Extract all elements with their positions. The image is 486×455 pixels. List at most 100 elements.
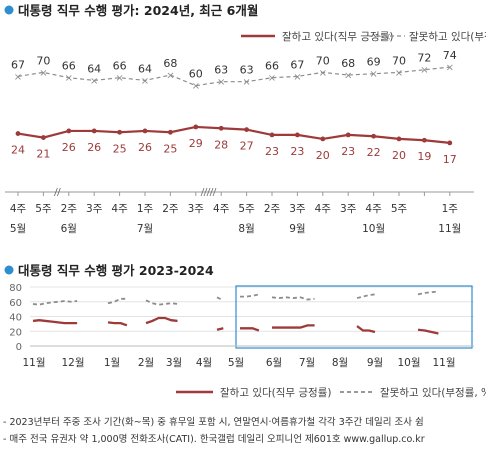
chart1-week-label: 5주 <box>35 203 52 215</box>
negative-data-label: 70 <box>36 54 50 67</box>
negative-point-marker: × <box>141 76 149 87</box>
negative-data-label: 67 <box>290 58 304 71</box>
title-bullet-icon <box>4 5 14 15</box>
negative-point-marker: × <box>319 68 327 79</box>
positive-data-label: 19 <box>417 150 431 163</box>
positive-point-marker <box>345 132 351 138</box>
positive-point-marker <box>244 127 250 132</box>
chart2-positive-series-line <box>145 316 178 325</box>
positive-point-marker <box>66 128 72 134</box>
positive-data-label: 25 <box>163 142 177 155</box>
chart1-axis-break <box>212 187 217 197</box>
negative-data-label: 66 <box>265 60 279 73</box>
negative-point-marker: × <box>344 71 352 82</box>
positive-point-marker <box>142 128 148 134</box>
chart1-month-label: 10월 <box>362 223 385 235</box>
title-bullet-icon <box>4 265 14 275</box>
chart1-week-label: 4주 <box>213 203 230 215</box>
negative-data-label: 63 <box>240 64 254 77</box>
chart1-week-label: 3주 <box>188 203 205 215</box>
chart2-y-tick-label: 60 <box>9 298 22 309</box>
negative-data-label: 69 <box>367 56 381 69</box>
positive-data-label: 28 <box>214 138 228 151</box>
chart2-y-tick-label: 40 <box>9 313 22 324</box>
positive-data-label: 20 <box>392 149 406 162</box>
chart1-title: 대통령 직무 수행 평가: 2024년, 최근 6개월 <box>18 3 258 18</box>
chart1-axis-break <box>209 187 214 197</box>
chart1-axis-break <box>200 187 205 197</box>
positive-point-marker <box>15 131 21 136</box>
positive-point-marker <box>91 128 97 134</box>
chart1-axis-break <box>56 187 61 197</box>
positive-data-label: 25 <box>113 142 127 155</box>
chart2-negative-series-line <box>271 296 315 301</box>
negative-point-marker: × <box>14 72 22 83</box>
positive-point-marker <box>320 136 326 142</box>
chart2-positive-series-line <box>356 325 376 334</box>
negative-point-marker: × <box>242 77 250 88</box>
chart2-y-tick-label: 80 <box>9 283 22 294</box>
chart1-axis-break <box>206 187 211 197</box>
chart2-x-tick-label: 7월 <box>299 357 315 369</box>
negative-data-label: 68 <box>341 57 355 70</box>
chart2-negative-series-line <box>216 296 224 302</box>
chart2-x-tick-label: 5월 <box>228 357 244 369</box>
negative-point-marker: × <box>166 71 174 82</box>
positive-series-line <box>17 125 450 144</box>
negative-data-label: 70 <box>392 54 406 67</box>
positive-data-label: 26 <box>87 141 101 154</box>
positive-point-marker <box>269 132 275 138</box>
negative-point-marker: × <box>90 76 98 87</box>
footnote-1: - 2023년부터 주중 조사 기간(화~목) 중 휴무일 포함 시, 연말연시… <box>3 416 424 428</box>
positive-data-label: 27 <box>240 140 254 153</box>
negative-point-marker: × <box>420 65 428 76</box>
chart1-week-label: 3주 <box>340 203 357 215</box>
chart1-month-label: 7월 <box>137 223 153 235</box>
negative-point-marker: × <box>115 73 123 84</box>
positive-point-marker <box>422 137 427 143</box>
positive-point-marker <box>295 132 300 138</box>
chart1-month-label: 6월 <box>61 223 77 235</box>
chart2-x-tick-label: 4월 <box>196 357 212 369</box>
negative-point-marker: × <box>65 73 73 84</box>
chart2-positive-series-line <box>216 327 224 331</box>
positive-data-label: 23 <box>341 145 355 158</box>
negative-data-label: 64 <box>138 62 152 75</box>
positive-data-label: 26 <box>138 141 152 154</box>
chart1-month-label: 5월 <box>10 223 26 235</box>
chart2-x-tick-label: 3월 <box>166 357 182 369</box>
negative-point-marker: × <box>293 72 301 83</box>
positive-point-marker <box>168 129 173 135</box>
negative-point-marker: × <box>39 68 47 79</box>
negative-data-label: 74 <box>443 49 457 62</box>
negative-data-label: 72 <box>417 52 431 65</box>
negative-data-label: 66 <box>113 60 127 73</box>
positive-data-label: 26 <box>62 141 76 154</box>
negative-data-label: 70 <box>316 54 330 67</box>
negative-data-label: 63 <box>214 64 228 77</box>
chart1-week-label: 4주 <box>111 203 128 215</box>
chart2-positive-series-line <box>32 319 78 325</box>
negative-point-marker: × <box>395 68 403 79</box>
chart2-x-tick-label: 1월 <box>104 357 120 369</box>
positive-data-label: 21 <box>36 148 50 161</box>
chart1-legend-negative: 잘못하고 있다(부정률, %) <box>409 30 486 43</box>
chart1-axis-break <box>53 187 58 197</box>
chart2-negative-series-line <box>145 299 178 306</box>
negative-point-marker: × <box>369 69 377 80</box>
chart2-x-tick-label: 9월 <box>367 357 383 369</box>
chart2-legend-negative: 잘못하고 있다(부정률, %) <box>380 386 486 399</box>
chart1-week-label: 4주 <box>365 203 382 215</box>
positive-data-label: 20 <box>316 149 330 162</box>
chart2-negative-series-line <box>107 297 127 305</box>
chart1-legend: 잘하고 있다(직무 긍정률) × 잘못하고 있다(부정률, %) <box>241 30 486 43</box>
chart2-positive-series-line <box>272 324 315 329</box>
negative-series-line <box>17 66 450 87</box>
chart2-x-tick-label: 6월 <box>266 357 282 369</box>
chart2-positive-series-line <box>107 321 128 327</box>
negative-data-label: 66 <box>62 60 76 73</box>
chart2-legend: 잘하고 있다(직무 긍정률) 잘못하고 있다(부정률, %) <box>176 386 486 399</box>
chart1-week-label: 2주 <box>61 203 78 215</box>
chart2-x-tick-label: 11월 <box>432 357 455 369</box>
chart1-week-label: 2주 <box>264 203 281 215</box>
